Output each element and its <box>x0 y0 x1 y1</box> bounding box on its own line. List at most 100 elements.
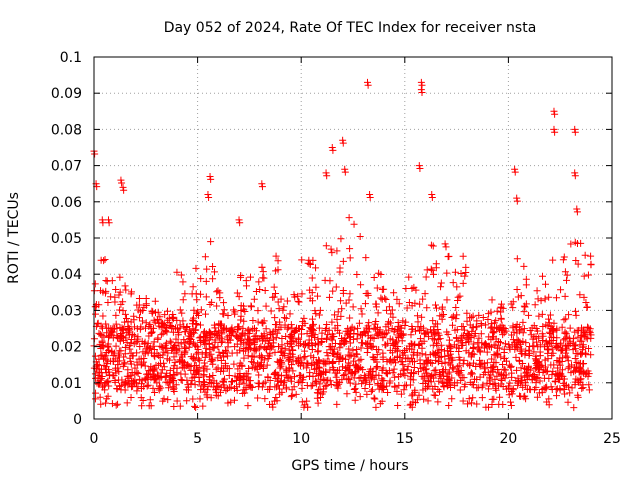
data-point <box>401 322 409 330</box>
data-point <box>343 390 351 398</box>
data-point <box>556 361 564 369</box>
data-point <box>476 373 484 381</box>
data-point <box>460 374 468 382</box>
data-point <box>144 375 152 383</box>
data-point <box>423 304 431 312</box>
grid-lines <box>94 57 612 419</box>
data-point <box>539 322 547 330</box>
data-point <box>162 378 170 386</box>
data-point <box>405 273 413 281</box>
data-point <box>348 323 356 331</box>
data-point <box>480 371 488 379</box>
data-point <box>429 317 437 325</box>
data-point <box>182 345 190 353</box>
data-point <box>368 373 376 381</box>
data-point <box>415 162 423 170</box>
data-point <box>400 365 408 373</box>
data-point <box>105 346 113 354</box>
data-point <box>368 343 376 351</box>
data-point <box>289 346 297 354</box>
data-point <box>138 317 146 325</box>
data-point <box>202 349 210 357</box>
data-point <box>484 403 492 411</box>
data-point <box>231 310 239 318</box>
data-point <box>324 352 332 360</box>
data-point <box>373 345 381 353</box>
data-point <box>234 365 242 373</box>
data-point <box>573 208 581 216</box>
data-point <box>460 356 468 364</box>
data-point <box>346 254 354 262</box>
data-point <box>383 306 391 314</box>
data-point <box>338 376 346 384</box>
data-point <box>580 360 588 368</box>
data-point <box>517 345 525 353</box>
data-point <box>453 311 461 319</box>
data-point <box>570 368 578 376</box>
data-point <box>122 286 130 294</box>
data-point <box>210 268 218 276</box>
data-point <box>338 305 346 313</box>
data-point <box>177 340 185 348</box>
data-point <box>469 394 477 402</box>
data-point <box>410 341 418 349</box>
data-point <box>102 320 110 328</box>
data-point <box>255 380 263 388</box>
data-point <box>339 136 347 144</box>
data-point <box>181 350 189 358</box>
data-point <box>357 344 365 352</box>
data-point <box>327 245 335 253</box>
data-point <box>159 344 167 352</box>
data-point <box>545 374 553 382</box>
data-point <box>393 354 401 362</box>
data-point <box>487 364 495 372</box>
data-point <box>445 376 453 384</box>
data-point <box>552 294 560 302</box>
data-point <box>307 324 315 332</box>
data-point <box>224 352 232 360</box>
data-point <box>494 338 502 346</box>
data-point <box>443 296 451 304</box>
data-point <box>430 367 438 375</box>
data-point <box>472 363 480 371</box>
data-point <box>298 379 306 387</box>
data-point <box>450 341 458 349</box>
data-point <box>361 372 369 380</box>
data-point <box>456 356 464 364</box>
data-point <box>345 214 353 222</box>
data-point <box>191 402 199 410</box>
data-point <box>298 398 306 406</box>
data-point <box>383 329 391 337</box>
data-point <box>200 329 208 337</box>
data-point <box>94 319 102 327</box>
data-point <box>105 219 113 227</box>
data-point <box>328 318 336 326</box>
data-point <box>407 375 415 383</box>
data-point <box>271 397 279 405</box>
data-point <box>277 295 285 303</box>
data-point <box>240 317 248 325</box>
data-point <box>327 380 335 388</box>
data-point <box>450 365 458 373</box>
data-point <box>115 347 123 355</box>
data-point <box>336 264 344 272</box>
data-point <box>459 397 467 405</box>
data-point <box>341 370 349 378</box>
data-point <box>541 356 549 364</box>
data-point <box>505 382 513 390</box>
data-point <box>194 308 202 316</box>
data-point <box>300 314 308 322</box>
data-point <box>384 318 392 326</box>
data-point <box>205 373 213 381</box>
data-point <box>394 402 402 410</box>
data-point <box>479 313 487 321</box>
data-point <box>295 342 303 350</box>
data-point <box>200 328 208 336</box>
data-point <box>204 383 212 391</box>
data-point <box>188 374 196 382</box>
data-point <box>440 310 448 318</box>
data-point <box>548 385 556 393</box>
data-point <box>196 395 204 403</box>
data-point <box>103 277 111 285</box>
data-point <box>563 271 571 279</box>
